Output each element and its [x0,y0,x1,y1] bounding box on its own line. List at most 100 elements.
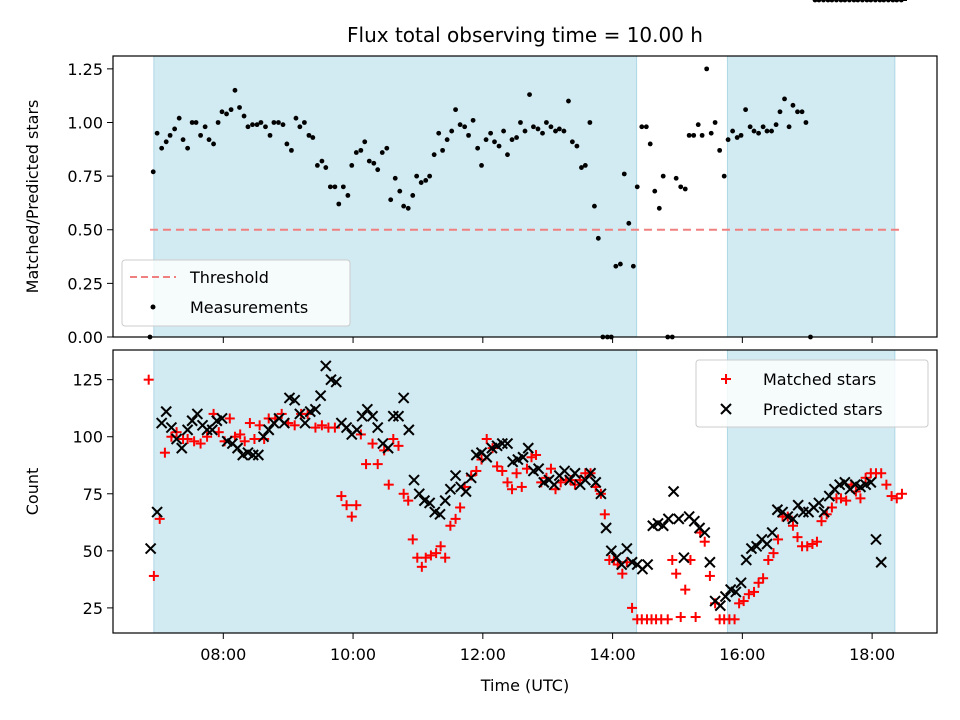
x-stroke-b [165,421,178,434]
matched-point [758,573,769,584]
matched-point [407,534,418,545]
measurement-point [232,87,238,93]
x-stroke-b [662,513,675,525]
x-axis-label: Time (UTC) [480,676,569,695]
matched-point [416,561,427,572]
measurement-point [202,124,208,130]
predicted-point [792,499,804,511]
matched-point [403,495,414,506]
predicted-point [160,405,172,418]
matched-point [855,493,866,504]
measurement-point [280,122,286,128]
x-stroke-b [444,483,457,495]
measurement-point [488,130,494,136]
measurement-point [734,135,740,140]
measurement-point [544,120,549,125]
measurement-point [284,141,290,147]
measurement-point [453,107,458,113]
measurement-point [738,132,744,138]
top-panel-x-ticks [222,337,873,343]
measurement-point [877,0,883,3]
matched-point [289,420,300,431]
measurement-point [401,203,407,209]
x-stroke-b [413,488,425,500]
measurement-point [496,143,502,149]
predicted-point [465,472,477,484]
matched-point [249,434,260,445]
matched-point [431,548,442,559]
measurement-point [462,124,468,130]
matched-point [471,465,482,476]
matched-point [224,413,235,424]
measurement-point [566,98,571,104]
measurement-point [656,205,662,211]
measurement-point [366,158,372,164]
measurement-point [211,141,216,147]
x-stroke-b [309,403,322,416]
bottom-panel-frame [112,349,938,634]
measurement-point [245,124,251,130]
predicted-point [667,485,680,498]
measurement-point [198,132,203,138]
matched-point [886,491,897,502]
matched-point [195,438,206,449]
x-stroke-b [176,442,188,454]
x-stroke-b [579,474,592,486]
x-stroke-b [418,494,431,507]
predicted-point [439,494,451,507]
predicted-point [699,526,711,539]
measurement-point [414,173,420,179]
measurement-point [306,132,312,138]
measurement-point [872,0,878,3]
x-stroke-b [216,412,228,425]
measurement-point [241,113,247,119]
measurement-point [423,178,429,183]
matched-point [435,541,446,552]
measurement-point [263,124,268,130]
x-stroke-b [439,494,451,507]
x-stroke-b [299,417,311,429]
predicted-point [278,417,290,429]
measurement-point [336,201,342,207]
predicted-point [413,488,425,500]
measurement-point [587,120,593,125]
measurement-point [756,130,761,136]
measurement-point [699,132,705,138]
x-stroke-b [584,467,597,479]
predicted-point [579,474,592,486]
x-stroke-b [263,424,275,436]
x-stroke-b [288,394,301,406]
predicted-point [460,485,472,498]
measurement-point [219,109,225,115]
measurement-point [457,122,463,128]
measurement-point [319,158,325,164]
measurement-point [297,124,303,130]
predicted-point [605,545,618,557]
matched-point [440,552,451,563]
x-stroke-b [372,421,384,434]
legend-predicted-swatch [720,403,732,415]
measurement-point [782,96,787,102]
measurement-point [630,263,636,269]
x-stroke-b [740,554,752,566]
measurement-point [405,205,411,211]
shaded-interval-0 [153,349,638,634]
x-stroke-b [397,392,410,404]
measurement-point [660,173,666,179]
measurement-point [444,137,450,143]
measurement-point [531,124,536,130]
predicted-point [610,551,623,564]
x-stroke-b [699,526,711,539]
legend-x-marker [720,403,732,415]
x-stroke-b [340,421,353,434]
measurement-point [470,117,476,123]
measurement-point [323,165,329,170]
measurement-point [527,92,532,98]
matched-point [699,536,710,547]
measurement-point [579,165,584,170]
matched-point [189,436,200,447]
x-stroke-b [465,472,477,484]
y-tick-label: 75 [83,485,103,504]
measurement-point [522,128,528,134]
